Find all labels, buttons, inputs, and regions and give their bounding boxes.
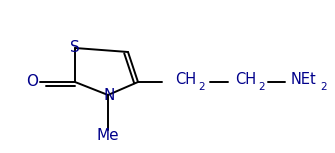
Text: O: O — [26, 75, 38, 90]
Text: S: S — [70, 41, 80, 56]
Text: N: N — [103, 88, 115, 103]
Text: 2: 2 — [258, 82, 265, 92]
Text: CH: CH — [175, 73, 196, 88]
Text: 2: 2 — [198, 82, 205, 92]
Text: Me: Me — [97, 129, 119, 144]
Text: 2: 2 — [320, 82, 327, 92]
Text: CH: CH — [235, 73, 256, 88]
Text: NEt: NEt — [291, 73, 317, 88]
